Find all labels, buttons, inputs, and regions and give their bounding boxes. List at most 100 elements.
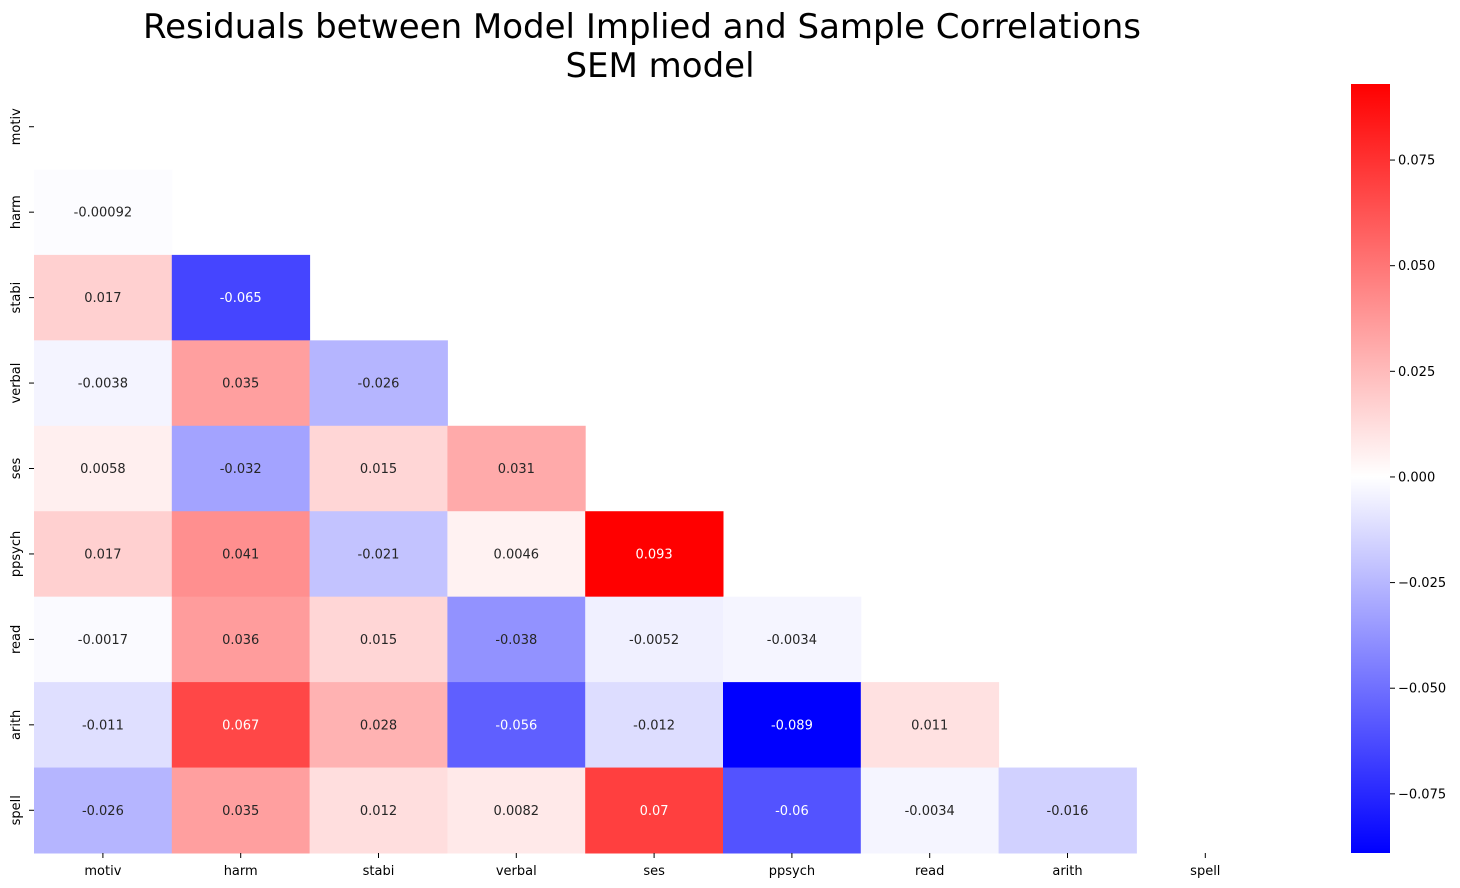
cell-value-label: -0.026: [82, 804, 124, 819]
heatmap-cell: [447, 767, 586, 854]
heatmap-cell: [309, 511, 448, 598]
heatmap-cell: [34, 425, 173, 512]
cell-value-label: 0.035: [222, 377, 259, 392]
heatmap-cell: [171, 682, 311, 769]
y-tick-label: stabi: [9, 282, 24, 314]
heatmap-cell: [34, 169, 173, 256]
heatmap-cell: [447, 425, 586, 512]
heatmap-cell: [171, 340, 311, 427]
cell-value-label: 0.012: [360, 804, 397, 819]
y-tick-label: spell: [9, 795, 24, 825]
x-tick-label: arith: [1052, 864, 1082, 879]
x-tick-label: motiv: [84, 864, 121, 879]
cell-value-label: -0.0034: [767, 633, 817, 648]
x-tick-label: spell: [1190, 864, 1220, 879]
cell-value-label: -0.0052: [629, 633, 679, 648]
y-tick-label: arith: [9, 710, 24, 740]
colorbar-tick-label: 0.050: [1398, 259, 1435, 274]
colorbar: [1351, 84, 1390, 853]
cell-value-label: -0.011: [82, 718, 124, 733]
heatmap-cell: [309, 767, 448, 854]
heatmap-cell: [34, 682, 173, 769]
cell-value-label: 0.036: [222, 633, 259, 648]
heatmap-cell: [34, 767, 173, 854]
x-tick-label: stabi: [363, 864, 395, 879]
cell-value-label: 0.07: [640, 804, 669, 819]
heatmap-cell: [309, 682, 448, 769]
heatmap-cell: [34, 254, 173, 341]
colorbar-tick-label: 0.025: [1398, 365, 1435, 380]
heatmap-cell: [998, 767, 1137, 854]
heatmap-cell: [34, 340, 173, 427]
cell-value-label: 0.0082: [494, 804, 540, 819]
colorbar-tick-label: 0.075: [1398, 154, 1435, 169]
heatmap-cell: [171, 425, 311, 512]
heatmap-cell: [34, 596, 173, 683]
cell-value-label: -0.032: [220, 462, 262, 477]
cell-value-label: -0.016: [1047, 804, 1089, 819]
cell-value-label: 0.015: [360, 633, 397, 648]
cell-value-label: 0.028: [360, 718, 397, 733]
heatmap-cell: [447, 511, 586, 598]
heatmap-cell: [447, 682, 586, 769]
cell-value-label: 0.011: [911, 718, 948, 733]
x-tick-label: read: [915, 864, 944, 879]
cell-value-label: 0.0058: [80, 462, 126, 477]
heatmap-cell: [585, 767, 724, 854]
x-tick-label: ppsych: [769, 864, 815, 879]
cell-value-label: 0.017: [84, 291, 121, 306]
colorbar-tick-label: −0.050: [1398, 682, 1446, 697]
colorbar-tick-label: −0.025: [1398, 576, 1446, 591]
y-tick-label: motiv: [9, 108, 24, 145]
cell-value-label: -0.0038: [78, 377, 128, 392]
x-tick-label: harm: [224, 864, 258, 879]
heatmap-cell: [585, 511, 724, 598]
cell-value-label: 0.093: [635, 547, 672, 562]
cell-value-label: 0.067: [222, 718, 259, 733]
colorbar-tick-label: −0.075: [1398, 787, 1446, 802]
cell-value-label: -0.012: [633, 718, 675, 733]
y-tick-label: harm: [9, 195, 24, 229]
y-tick-label: read: [9, 625, 24, 654]
heatmap-cell: [723, 596, 862, 683]
colorbar-tick-label: 0.000: [1398, 470, 1435, 485]
cell-value-label: -0.06: [775, 804, 809, 819]
heatmap-cell: [447, 596, 586, 683]
heatmap-cell: [309, 596, 448, 683]
x-tick-label: ses: [643, 864, 665, 879]
chart-subtitle: SEM model: [565, 46, 754, 86]
heatmap-cells: -0.00092 0.017 -0.065 -0.0038 0.035 -0.026 0.0…: [34, 169, 1137, 854]
y-tick-label: ppsych: [9, 531, 24, 577]
heatmap-cell: [171, 254, 311, 341]
cell-value-label: -0.065: [220, 291, 262, 306]
heatmap-cell: [723, 682, 862, 769]
y-tick-label: ses: [9, 458, 24, 480]
heatmap-cell: [309, 340, 448, 427]
heatmap-cell: [171, 767, 311, 854]
colorbar-ticks: −0.075 −0.050 −0.025 0.000 0.025 0.050 0.075: [1390, 154, 1446, 802]
y-tick-label: verbal: [9, 363, 24, 404]
cell-value-label: -0.00092: [74, 206, 132, 221]
x-tick-label: verbal: [496, 864, 537, 879]
cell-value-label: -0.0017: [78, 633, 128, 648]
heatmap-cell: [171, 511, 311, 598]
cell-value-label: -0.038: [495, 633, 537, 648]
heatmap-cell: [860, 682, 1000, 769]
heatmap-cell: [585, 596, 724, 683]
heatmap-cell: [171, 596, 311, 683]
y-axis: motiv harm stabi verbal ses ppsych read arith sp…: [9, 108, 34, 825]
heatmap-cell: [309, 425, 448, 512]
cell-value-label: -0.021: [358, 547, 400, 562]
chart-title: Residuals between Model Implied and Samp…: [143, 7, 1141, 47]
cell-value-label: -0.0034: [905, 804, 955, 819]
heatmap-cell: [860, 767, 1000, 854]
cell-value-label: 0.017: [84, 547, 121, 562]
cell-value-label: 0.0046: [494, 547, 540, 562]
heatmap-cell: [585, 682, 724, 769]
heatmap-cell: [723, 767, 862, 854]
cell-value-label: 0.031: [498, 462, 535, 477]
cell-value-label: -0.089: [771, 718, 813, 733]
cell-value-label: -0.026: [358, 377, 400, 392]
cell-value-label: -0.056: [495, 718, 537, 733]
